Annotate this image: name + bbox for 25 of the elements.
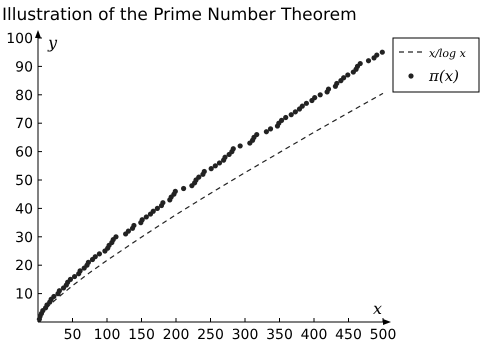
y-tick-label: 30 [15, 230, 33, 246]
x-axis-title: x [373, 299, 382, 318]
y-tick-label: 40 [15, 201, 33, 218]
y-tick-label: 80 [15, 88, 33, 104]
legend-label: x/log x [429, 47, 467, 60]
x-tick-label: 500 [370, 327, 396, 343]
y-tick-label: 90 [15, 59, 33, 76]
y-tick-label: 50 [15, 173, 33, 189]
y-tick-label: 10 [15, 286, 33, 303]
x-tick-label: 350 [266, 327, 293, 343]
x-tick-label: 250 [197, 327, 224, 343]
chart-title: Illustration of the Prime Number Theorem [2, 5, 357, 25]
x-tick-label: 200 [162, 327, 190, 343]
x-tick-label: 400 [300, 327, 328, 343]
x-tick-label: 100 [94, 327, 120, 343]
y-tick-label: 20 [15, 258, 33, 274]
x-tick-label: 50 [64, 327, 82, 343]
y-axis-title: y [47, 33, 58, 52]
legend-label: π(x) [428, 67, 460, 85]
y-tick-label: 60 [15, 144, 33, 161]
y-tick-label: 100 [6, 31, 33, 47]
x-tick-label: 300 [232, 327, 258, 343]
y-tick-label: 70 [15, 116, 33, 132]
x-tick-label: 150 [128, 327, 155, 343]
x-tick-label: 450 [335, 327, 362, 343]
